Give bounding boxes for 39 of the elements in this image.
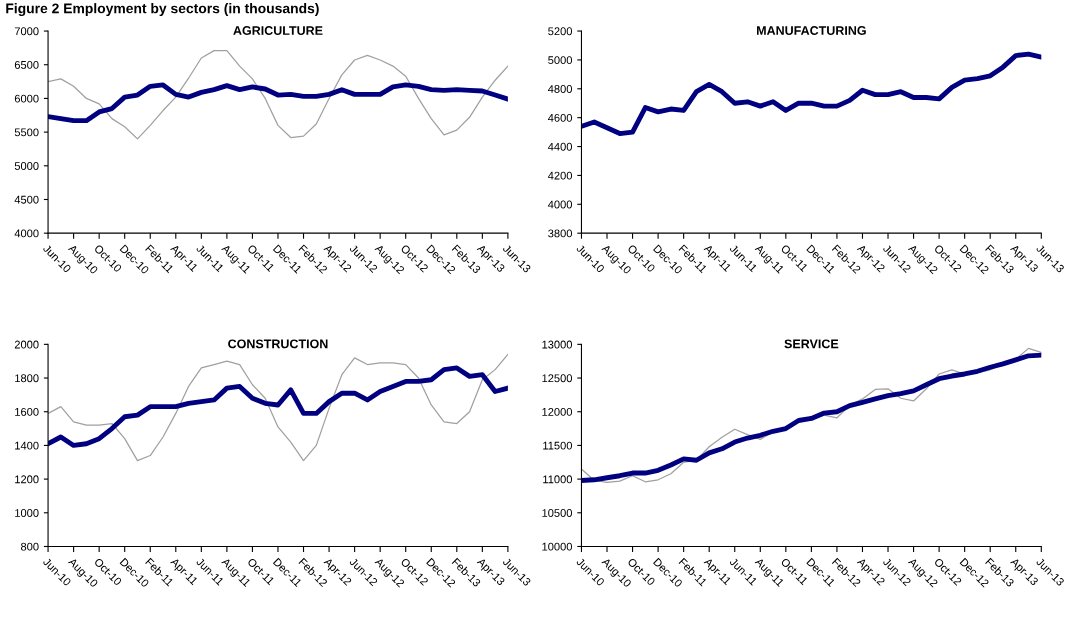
y-tick-label: 7000	[14, 27, 39, 36]
y-tick-label: 5000	[548, 56, 573, 65]
line-series	[48, 353, 508, 462]
y-tick-label: 6500	[14, 61, 39, 69]
y-tick-label: 11000	[543, 475, 573, 484]
y-tick-label: 1600	[15, 407, 39, 416]
y-tick-label: 13000	[542, 340, 573, 349]
line-series	[48, 49, 508, 140]
y-tick-label: 5000	[14, 162, 39, 170]
y-tick-label: 1000	[15, 509, 39, 517]
y-tick-label: 4000	[547, 200, 573, 209]
y-tick-label: 12000	[542, 407, 573, 416]
y-tick-label: 11500	[543, 441, 573, 450]
y-tick-label: 2000	[14, 340, 39, 349]
y-tick-label: 12500	[542, 374, 573, 383]
y-tick-label: 4800	[547, 85, 573, 93]
chart-title: AGRICULTURE	[233, 26, 323, 35]
y-tick-label: 5200	[548, 27, 573, 36]
y-tick-label: 3800	[548, 229, 573, 238]
y-tick-label: 1200	[15, 475, 39, 484]
y-tick-label: 1400	[15, 441, 39, 450]
chart-title: MANUFACTURING	[757, 26, 866, 35]
line-series	[581, 51, 1042, 136]
y-tick-label: 1800	[15, 374, 39, 383]
y-tick-label: 4000	[14, 229, 39, 238]
chart-title: CONSTRUCTION	[228, 339, 328, 349]
y-tick-label: 4500	[14, 195, 39, 204]
y-tick-label: 10500	[542, 509, 573, 517]
y-tick-label: 800	[20, 542, 39, 551]
line-series	[48, 82, 508, 124]
y-tick-label: 4600	[547, 113, 573, 122]
chart-title: SERVICE	[784, 339, 839, 349]
caption: Figure 2 Employment by sectors (in thousands)	[6, 3, 319, 17]
y-tick-label: 5500	[14, 128, 39, 137]
y-tick-label: 6000	[14, 94, 39, 103]
y-tick-label: 4400	[547, 142, 573, 151]
y-tick-label: 4200	[547, 171, 573, 180]
y-tick-label: 10000	[542, 542, 573, 551]
line-series	[48, 365, 508, 448]
